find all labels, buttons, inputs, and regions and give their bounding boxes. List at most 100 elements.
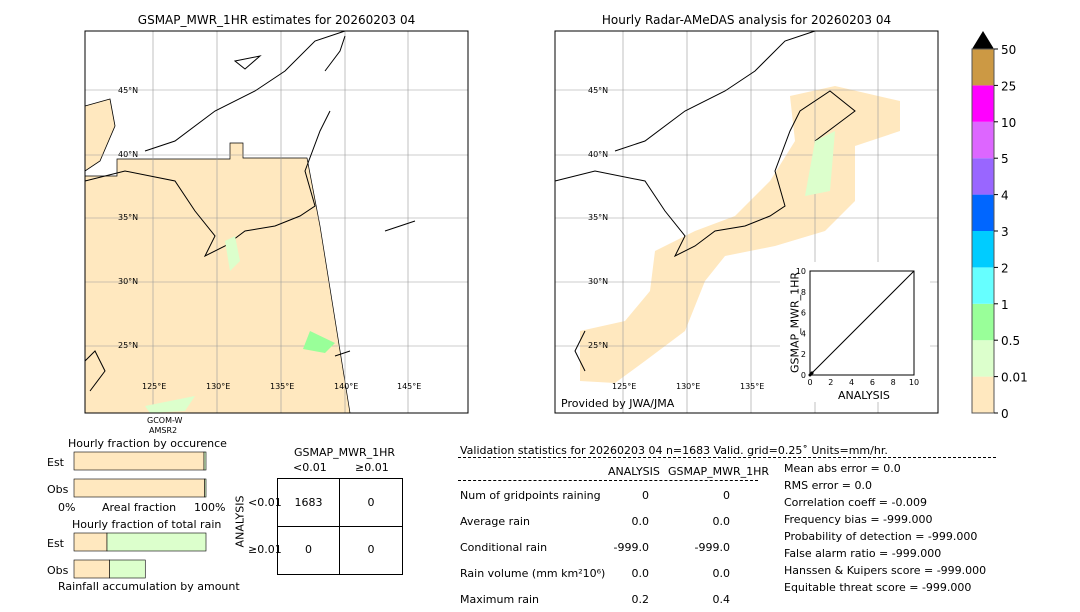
score: RMS error = 0.0	[784, 479, 872, 492]
score: Probability of detection = -999.000	[784, 530, 978, 543]
lon-label: 135°E	[270, 382, 295, 391]
colorbar-label: 10	[1001, 116, 1016, 130]
stat-analysis: -999.0	[613, 541, 649, 554]
cell: 0	[367, 496, 375, 509]
stat-gsmap: 0.0	[712, 567, 731, 580]
x-tick-label: 10	[909, 378, 919, 387]
fraction-bar-obs	[73, 559, 110, 579]
fraction-bar-obs	[204, 478, 207, 498]
lat-label: 40°N	[118, 150, 139, 159]
rain-fraction-title: Hourly fraction of total rain	[72, 518, 222, 531]
colorbar-segment	[972, 158, 994, 195]
y-tick-label: 2	[801, 350, 806, 359]
right-map-title: Hourly Radar-AMeDAS analysis for 2026020…	[601, 13, 892, 27]
cell: 0	[305, 543, 312, 556]
fraction-bar-obs	[73, 478, 205, 498]
lat-label: 45°N	[118, 86, 139, 95]
lon-label: 130°E	[206, 382, 231, 391]
colorbar-label: 0.5	[1001, 334, 1020, 348]
diagonal-line	[809, 270, 915, 376]
fraction-bar-est	[73, 451, 205, 471]
lon-label: 130°E	[676, 382, 701, 391]
lat-label: 25°N	[588, 341, 609, 350]
row-label: ≥0.01	[248, 543, 282, 556]
colorbar-label: 4	[1001, 189, 1009, 203]
contingency-title: GSMAP_MWR_1HR	[294, 446, 396, 459]
contingency-table: 1683 0 0 0	[277, 478, 403, 575]
cell: 0	[367, 543, 375, 556]
x-tick-label: 2	[828, 378, 833, 387]
colorbar-extend-arrow	[972, 31, 994, 49]
stat-label: Average rain	[460, 515, 530, 528]
rain-area	[225, 236, 240, 271]
land-korea-shape	[84, 98, 116, 172]
lon-label: 135°E	[740, 382, 765, 391]
stat-gsmap: 0.0	[712, 515, 731, 528]
y-tick-label: 8	[801, 288, 806, 297]
coastline	[554, 30, 856, 372]
score: Mean abs error = 0.0	[784, 462, 901, 475]
score: Frequency bias = -999.000	[784, 513, 933, 526]
rain-fraction-bars	[73, 532, 207, 579]
left-map-title: GSMAP_MWR_1HR estimates for 20260203 04	[137, 13, 416, 27]
score: Equitable threat score = -999.000	[784, 581, 972, 594]
lon-label: 125°E	[612, 382, 637, 391]
x-tick-label: 4	[849, 378, 854, 387]
scatter-ylabel: GSMAP_MWR_1HR	[788, 271, 802, 374]
est-label: Est	[47, 456, 64, 469]
colorbar-segment	[972, 376, 994, 413]
left-map	[84, 30, 469, 414]
obs-label: Obs	[47, 564, 69, 577]
y-tick-label: 0	[801, 371, 806, 380]
colorbar-segment	[972, 340, 994, 377]
colorbar: 0 0.01 0.5 1 2 3 4 5 10 25 50	[971, 31, 1028, 421]
tick-100: 100%	[194, 501, 226, 514]
colorbar-label: 50	[1001, 43, 1016, 57]
col-gsmap: GSMAP_MWR_1HR	[668, 465, 770, 478]
credit-label: Provided by JWA/JMA	[561, 397, 675, 410]
stat-gsmap: 0	[723, 489, 730, 502]
fraction-bar-est	[106, 532, 207, 552]
rain-fraction-xlabel: Rainfall accumulation by amount	[58, 580, 240, 593]
colorbar-segment	[972, 49, 994, 86]
colorbar-label: 0.01	[1001, 371, 1028, 385]
tick-0: 0%	[58, 501, 76, 514]
colorbar-segment	[972, 121, 994, 159]
lon-label: 125°E	[142, 382, 167, 391]
lat-label: 35°N	[118, 213, 139, 222]
colorbar-label: 0	[1001, 407, 1009, 421]
scatter-xlabel: ANALYSIS	[838, 389, 890, 402]
stat-label: Conditional rain	[460, 541, 548, 554]
y-tick-label: 4	[801, 329, 806, 338]
scatter-plot: 00 2 2 4 4 6 6 8 8 10 10	[796, 267, 919, 387]
lat-label: 25°N	[118, 341, 139, 350]
x-tick-label: 6	[870, 378, 875, 387]
stat-label: Maximum rain	[460, 593, 539, 606]
lon-label: 140°E	[334, 382, 359, 391]
colorbar-segment	[972, 303, 994, 341]
stat-label: Rain volume (mm km²10⁶)	[460, 567, 606, 580]
fraction-bar-obs	[109, 559, 146, 579]
colorbar-label: 2	[1001, 261, 1009, 275]
colorbar-segment	[972, 85, 994, 122]
est-label: Est	[47, 537, 64, 550]
row-axis-label: ANALYSIS	[233, 495, 247, 548]
score: Correlation coeff = -0.009	[784, 496, 927, 509]
y-tick-label: 6	[801, 309, 806, 318]
stats-header: Validation statistics for 20260203 04 n=…	[460, 444, 888, 457]
stat-gsmap: 0.4	[712, 593, 731, 606]
lat-label: 45°N	[588, 86, 609, 95]
score: False alarm ratio = -999.000	[784, 547, 942, 560]
rain-area	[303, 331, 335, 353]
lat-label: 30°N	[118, 277, 139, 286]
sensor-label: GCOM-W	[147, 416, 183, 425]
lat-label: 30°N	[588, 277, 609, 286]
sensor-label: AMSR2	[149, 426, 178, 435]
col-label: <0.01	[293, 461, 327, 474]
stat-analysis: 0.2	[631, 593, 650, 606]
stat-gsmap: -999.0	[694, 541, 730, 554]
colorbar-segment	[972, 267, 994, 304]
stat-analysis: 0.0	[631, 515, 650, 528]
x-tick-label: 0	[807, 378, 812, 387]
row-label: <0.01	[248, 496, 282, 509]
